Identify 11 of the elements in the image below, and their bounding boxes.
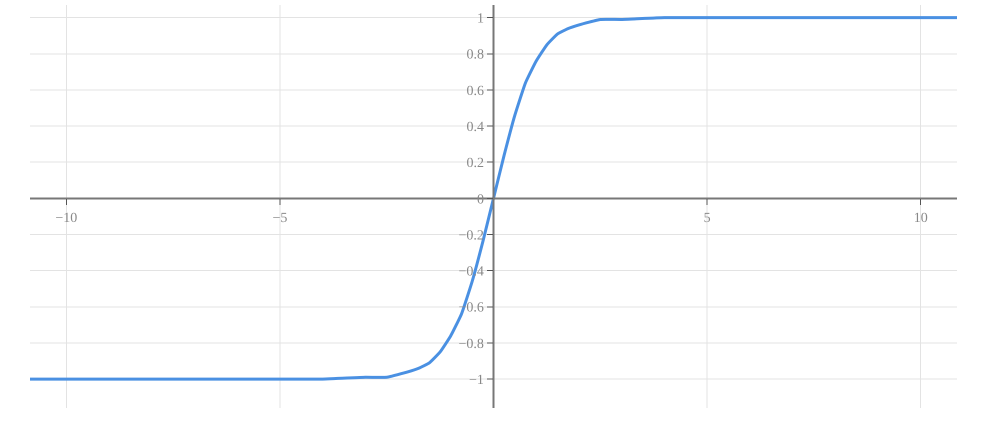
x-tick-label: −5 — [272, 210, 288, 226]
y-tick-label: 0.8 — [466, 48, 484, 63]
y-tick-label: −0.8 — [458, 336, 484, 352]
y-tick-label: 0.2 — [466, 156, 484, 172]
x-tick-label: −10 — [55, 210, 78, 226]
y-tick-label: 0.4 — [466, 120, 484, 135]
x-tick-label: 10 — [914, 210, 928, 226]
y-tick-label: 1 — [476, 12, 484, 27]
x-tick-label: 5 — [704, 210, 711, 226]
y-tick-label: 0.6 — [466, 84, 484, 99]
y-tick-label: −1 — [469, 372, 484, 388]
